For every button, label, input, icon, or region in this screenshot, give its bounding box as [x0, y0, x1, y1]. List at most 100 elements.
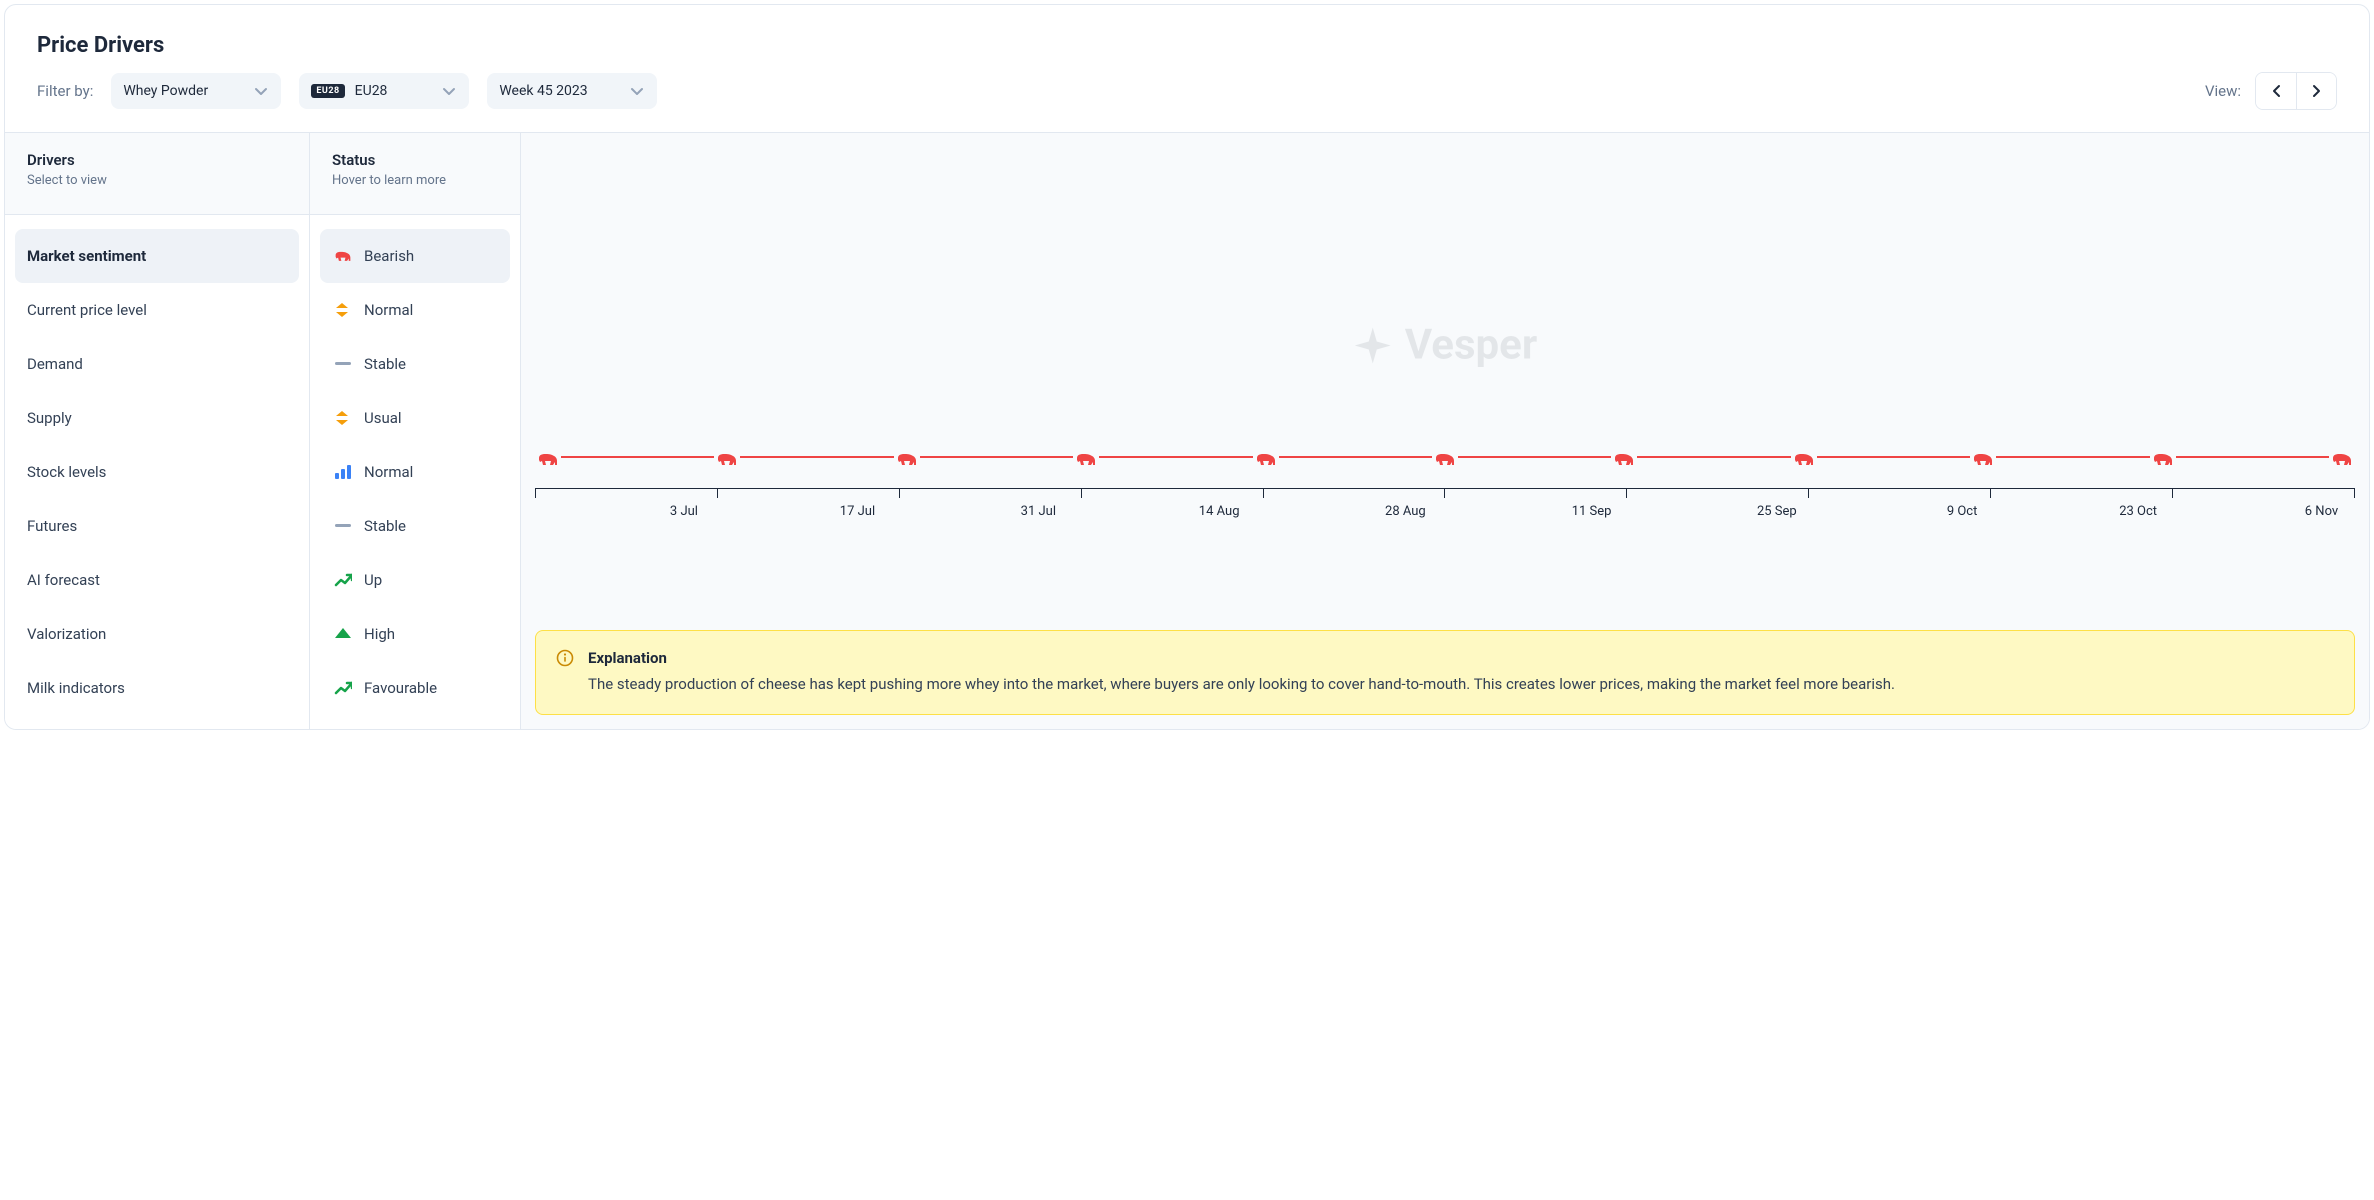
status-label: Usual — [364, 409, 402, 427]
region-dropdown-value: EU28 — [355, 83, 388, 99]
info-icon — [556, 649, 574, 696]
driver-row[interactable]: Market sentiment — [15, 229, 299, 283]
driver-name: Market sentiment — [27, 247, 146, 265]
driver-row[interactable]: Current price level — [5, 283, 309, 337]
period-dropdown[interactable]: Week 45 2023 — [487, 73, 657, 109]
status-row[interactable]: Normal — [310, 445, 520, 499]
dash-icon — [332, 355, 354, 373]
status-row[interactable]: Bearish — [320, 229, 510, 283]
explanation-body: The steady production of cheese has kept… — [588, 673, 1895, 696]
bear-icon — [332, 247, 354, 265]
updown-icon — [332, 409, 354, 427]
axis-tick-label: 31 Jul — [1021, 504, 1056, 519]
chart-canvas: Vesper .3 Jul17 Jul31 Jul14 Aug28 Aug11 … — [521, 133, 2369, 616]
bear-icon — [1073, 448, 1099, 470]
chart-area: Vesper .3 Jul17 Jul31 Jul14 Aug28 Aug11 … — [521, 133, 2369, 729]
status-row[interactable]: Stable — [310, 499, 520, 553]
chevron-right-icon — [2309, 83, 2325, 99]
prev-button[interactable] — [2256, 73, 2296, 109]
driver-row[interactable]: Demand — [5, 337, 309, 391]
bear-icon — [894, 448, 920, 470]
drivers-list: Market sentiment Current price level Deman… — [5, 215, 309, 729]
status-row[interactable]: Up — [310, 553, 520, 607]
driver-row[interactable]: Milk indicators — [5, 661, 309, 715]
status-column-title: Status — [332, 151, 498, 169]
chart-ticks — [535, 488, 2355, 498]
view-label: View: — [2205, 82, 2241, 100]
watermark: Vesper — [1353, 321, 1537, 370]
product-dropdown[interactable]: Whey Powder — [111, 73, 281, 109]
status-row[interactable]: Stable — [310, 337, 520, 391]
price-drivers-card: Price Drivers Filter by: Whey Powder EU2… — [4, 4, 2370, 730]
driver-row[interactable]: Stock levels — [5, 445, 309, 499]
axis-tick — [2354, 488, 2355, 498]
status-column-header: Status Hover to learn more — [310, 133, 520, 215]
page-title: Price Drivers — [37, 33, 2337, 58]
driver-name: Stock levels — [27, 463, 106, 481]
status-column-subtitle: Hover to learn more — [332, 173, 498, 188]
driver-name: Current price level — [27, 301, 147, 319]
axis-tick — [1626, 488, 1627, 498]
bear-icon — [1970, 448, 1996, 470]
axis-tick-label: 17 Jul — [840, 504, 875, 519]
view-controls: View: — [2205, 72, 2337, 110]
drivers-column: Drivers Select to view Market sentiment C… — [5, 133, 310, 729]
bear-icon — [714, 448, 740, 470]
body: Drivers Select to view Market sentiment C… — [5, 133, 2369, 729]
driver-row[interactable]: Supply — [5, 391, 309, 445]
axis-tick-label: 6 Nov — [2305, 504, 2338, 519]
axis-tick-label: 25 Sep — [1757, 504, 1797, 519]
status-label: Stable — [364, 517, 406, 535]
driver-name: AI forecast — [27, 571, 100, 589]
axis-tick — [1081, 488, 1082, 498]
driver-row[interactable]: Futures — [5, 499, 309, 553]
next-button[interactable] — [2296, 73, 2336, 109]
drivers-column-header: Drivers Select to view — [5, 133, 309, 215]
triangle-up-icon — [332, 625, 354, 643]
drivers-column-title: Drivers — [27, 151, 287, 169]
status-label: Favourable — [364, 679, 437, 697]
filter-by-label: Filter by: — [37, 82, 93, 100]
period-dropdown-value: Week 45 2023 — [499, 83, 587, 99]
status-label: Stable — [364, 355, 406, 373]
dash-icon — [332, 517, 354, 535]
status-row[interactable]: High — [310, 607, 520, 661]
chart-tick-labels: .3 Jul17 Jul31 Jul14 Aug28 Aug11 Sep25 S… — [535, 504, 2355, 519]
status-row[interactable]: Normal — [310, 283, 520, 337]
axis-tick-label: 3 Jul — [670, 504, 698, 519]
driver-name: Milk indicators — [27, 679, 125, 697]
trend-up-icon — [332, 679, 354, 697]
driver-name: Futures — [27, 517, 77, 535]
product-dropdown-value: Whey Powder — [123, 83, 208, 99]
status-label: Up — [364, 571, 382, 589]
updown-icon — [332, 301, 354, 319]
axis-tick — [2172, 488, 2173, 498]
axis-tick — [1990, 488, 1991, 498]
region-badge: EU28 — [311, 84, 344, 98]
region-dropdown[interactable]: EU28 EU28 — [299, 73, 469, 109]
header: Price Drivers Filter by: Whey Powder EU2… — [5, 5, 2369, 133]
drivers-column-subtitle: Select to view — [27, 173, 287, 188]
axis-tick — [1263, 488, 1264, 498]
bear-icon — [1432, 448, 1458, 470]
axis-tick-label: 28 Aug — [1385, 504, 1426, 519]
chart-points — [535, 448, 2355, 470]
driver-row[interactable]: Valorization — [5, 607, 309, 661]
bear-icon — [535, 448, 561, 470]
axis-tick — [535, 488, 536, 498]
explanation-panel: Explanation The steady production of che… — [535, 630, 2355, 715]
status-list: BearishNormalStableUsualNormalStableUpHi… — [310, 215, 520, 729]
status-label: Normal — [364, 463, 413, 481]
status-label: High — [364, 625, 395, 643]
driver-name: Valorization — [27, 625, 106, 643]
driver-name: Demand — [27, 355, 83, 373]
watermark-text: Vesper — [1405, 321, 1537, 370]
chevron-down-icon — [629, 83, 645, 99]
left-columns: Drivers Select to view Market sentiment C… — [5, 133, 521, 729]
status-row[interactable]: Usual — [310, 391, 520, 445]
driver-row[interactable]: AI forecast — [5, 553, 309, 607]
status-row[interactable]: Favourable — [310, 661, 520, 715]
filters-row: Filter by: Whey Powder EU28 EU28 — [37, 72, 2337, 110]
bear-icon — [1611, 448, 1637, 470]
axis-tick-label: 9 Oct — [1947, 504, 1978, 519]
